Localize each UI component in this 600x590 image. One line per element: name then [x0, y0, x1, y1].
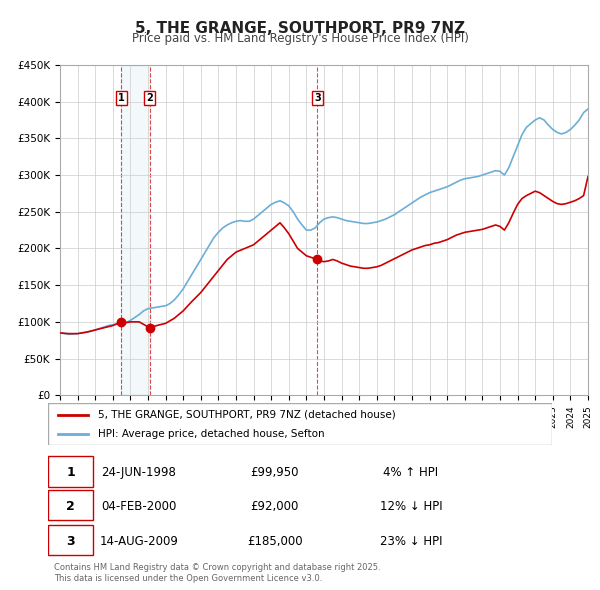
Text: 24-JUN-1998: 24-JUN-1998	[101, 466, 176, 479]
Text: £185,000: £185,000	[247, 535, 302, 548]
Text: £92,000: £92,000	[251, 500, 299, 513]
Text: 14-AUG-2009: 14-AUG-2009	[99, 535, 178, 548]
Text: 3: 3	[67, 535, 75, 548]
Text: 23% ↓ HPI: 23% ↓ HPI	[380, 535, 442, 548]
Text: 1: 1	[67, 466, 75, 479]
Text: 12% ↓ HPI: 12% ↓ HPI	[380, 500, 442, 513]
FancyBboxPatch shape	[48, 456, 94, 487]
Text: Contains HM Land Registry data © Crown copyright and database right 2025.
This d: Contains HM Land Registry data © Crown c…	[54, 563, 380, 583]
Text: HPI: Average price, detached house, Sefton: HPI: Average price, detached house, Seft…	[98, 428, 325, 438]
FancyBboxPatch shape	[48, 525, 94, 555]
Bar	[121, 65, 149, 395]
Text: 2: 2	[146, 93, 153, 103]
Text: 5, THE GRANGE, SOUTHPORT, PR9 7NZ (detached house): 5, THE GRANGE, SOUTHPORT, PR9 7NZ (detac…	[98, 410, 396, 420]
Text: 3: 3	[314, 93, 320, 103]
Text: 04-FEB-2000: 04-FEB-2000	[101, 500, 176, 513]
Text: 4% ↑ HPI: 4% ↑ HPI	[383, 466, 439, 479]
Text: 5, THE GRANGE, SOUTHPORT, PR9 7NZ: 5, THE GRANGE, SOUTHPORT, PR9 7NZ	[135, 21, 465, 35]
FancyBboxPatch shape	[48, 403, 552, 445]
Text: 2: 2	[67, 500, 75, 513]
FancyBboxPatch shape	[48, 490, 94, 520]
Text: £99,950: £99,950	[251, 466, 299, 479]
Text: 1: 1	[118, 93, 125, 103]
Text: Price paid vs. HM Land Registry's House Price Index (HPI): Price paid vs. HM Land Registry's House …	[131, 32, 469, 45]
